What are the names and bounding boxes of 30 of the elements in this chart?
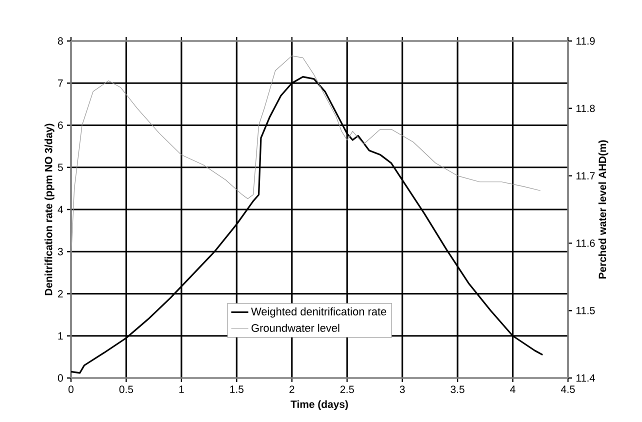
y-tick-label: 8 [58, 37, 63, 45]
x-tick-label: 2.5 [340, 386, 354, 394]
y2-axis-title: Perched water level AHD(m) [598, 140, 608, 279]
y2-tick-label: 11.8 [576, 104, 595, 112]
x-tick-label: 2 [290, 386, 294, 393]
y-tick-label: 1 [58, 332, 63, 340]
legend-label: Groundwater level [252, 324, 340, 332]
y-tick-label: 2 [58, 290, 63, 298]
y-tick-label: 4 [58, 206, 64, 214]
y-tick-label: 0 [58, 374, 63, 382]
y2-tick-label: 11.9 [576, 37, 595, 45]
x-tick-label: 3.5 [450, 386, 464, 394]
y-tick-label: 5 [58, 164, 63, 172]
y2-tick-label: 11.5 [576, 306, 595, 314]
y-tick-label: 3 [58, 248, 63, 256]
y-tick-label: 6 [58, 122, 63, 129]
x-tick-label: 0.5 [119, 386, 134, 394]
x-axis-title: Time (days) [290, 400, 348, 410]
y-tick-label: 7 [58, 80, 63, 87]
y2-tick-label: 11.4 [576, 374, 595, 382]
x-tick-label: 0 [68, 386, 74, 394]
x-tick-label: 4.5 [560, 386, 575, 393]
x-tick-label: 1.5 [230, 386, 244, 393]
x-tick-label: 3 [400, 386, 405, 394]
y2-tick-label: 11.7 [576, 172, 595, 180]
legend-label: Weighted denitrification rate [251, 307, 386, 318]
x-tick-label: 4 [510, 386, 516, 393]
y2-tick-label: 11.6 [576, 240, 595, 247]
y-axis-title: Denitrification rate (ppm NO 3/day) [44, 124, 54, 296]
x-tick-label: 1 [179, 386, 184, 393]
